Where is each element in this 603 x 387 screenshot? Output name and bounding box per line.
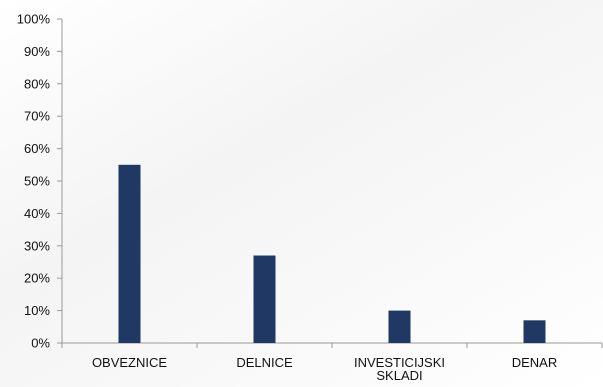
y-tick-label: 60%	[24, 141, 50, 156]
x-tick-label: SKLADI	[376, 368, 422, 383]
y-tick-label: 50%	[24, 174, 50, 189]
bar	[388, 310, 411, 343]
x-tick-label: INVESTICIJSKI	[354, 355, 445, 370]
y-tick-label: 90%	[24, 44, 50, 59]
x-tick-label: OBVEZNICE	[92, 355, 167, 370]
y-tick-label: 30%	[24, 238, 50, 253]
y-tick-label: 20%	[24, 271, 50, 286]
x-tick-label: DENAR	[512, 355, 558, 370]
y-tick-label: 40%	[24, 206, 50, 221]
y-axis: 0% 10% 20% 30% 40% 50% 60% 70% 80% 90% 100%	[17, 12, 63, 351]
y-tick-label: 0%	[31, 336, 50, 351]
y-tick-label: 100%	[17, 12, 51, 27]
y-tick-label: 10%	[24, 303, 50, 318]
x-tick-label: DELNICE	[236, 355, 293, 370]
y-tick-label: 70%	[24, 109, 50, 124]
y-tick-label: 80%	[24, 76, 50, 91]
bar	[253, 255, 276, 343]
x-axis	[61, 342, 603, 348]
bars	[118, 164, 546, 343]
bar	[118, 164, 141, 343]
bar	[523, 320, 546, 343]
